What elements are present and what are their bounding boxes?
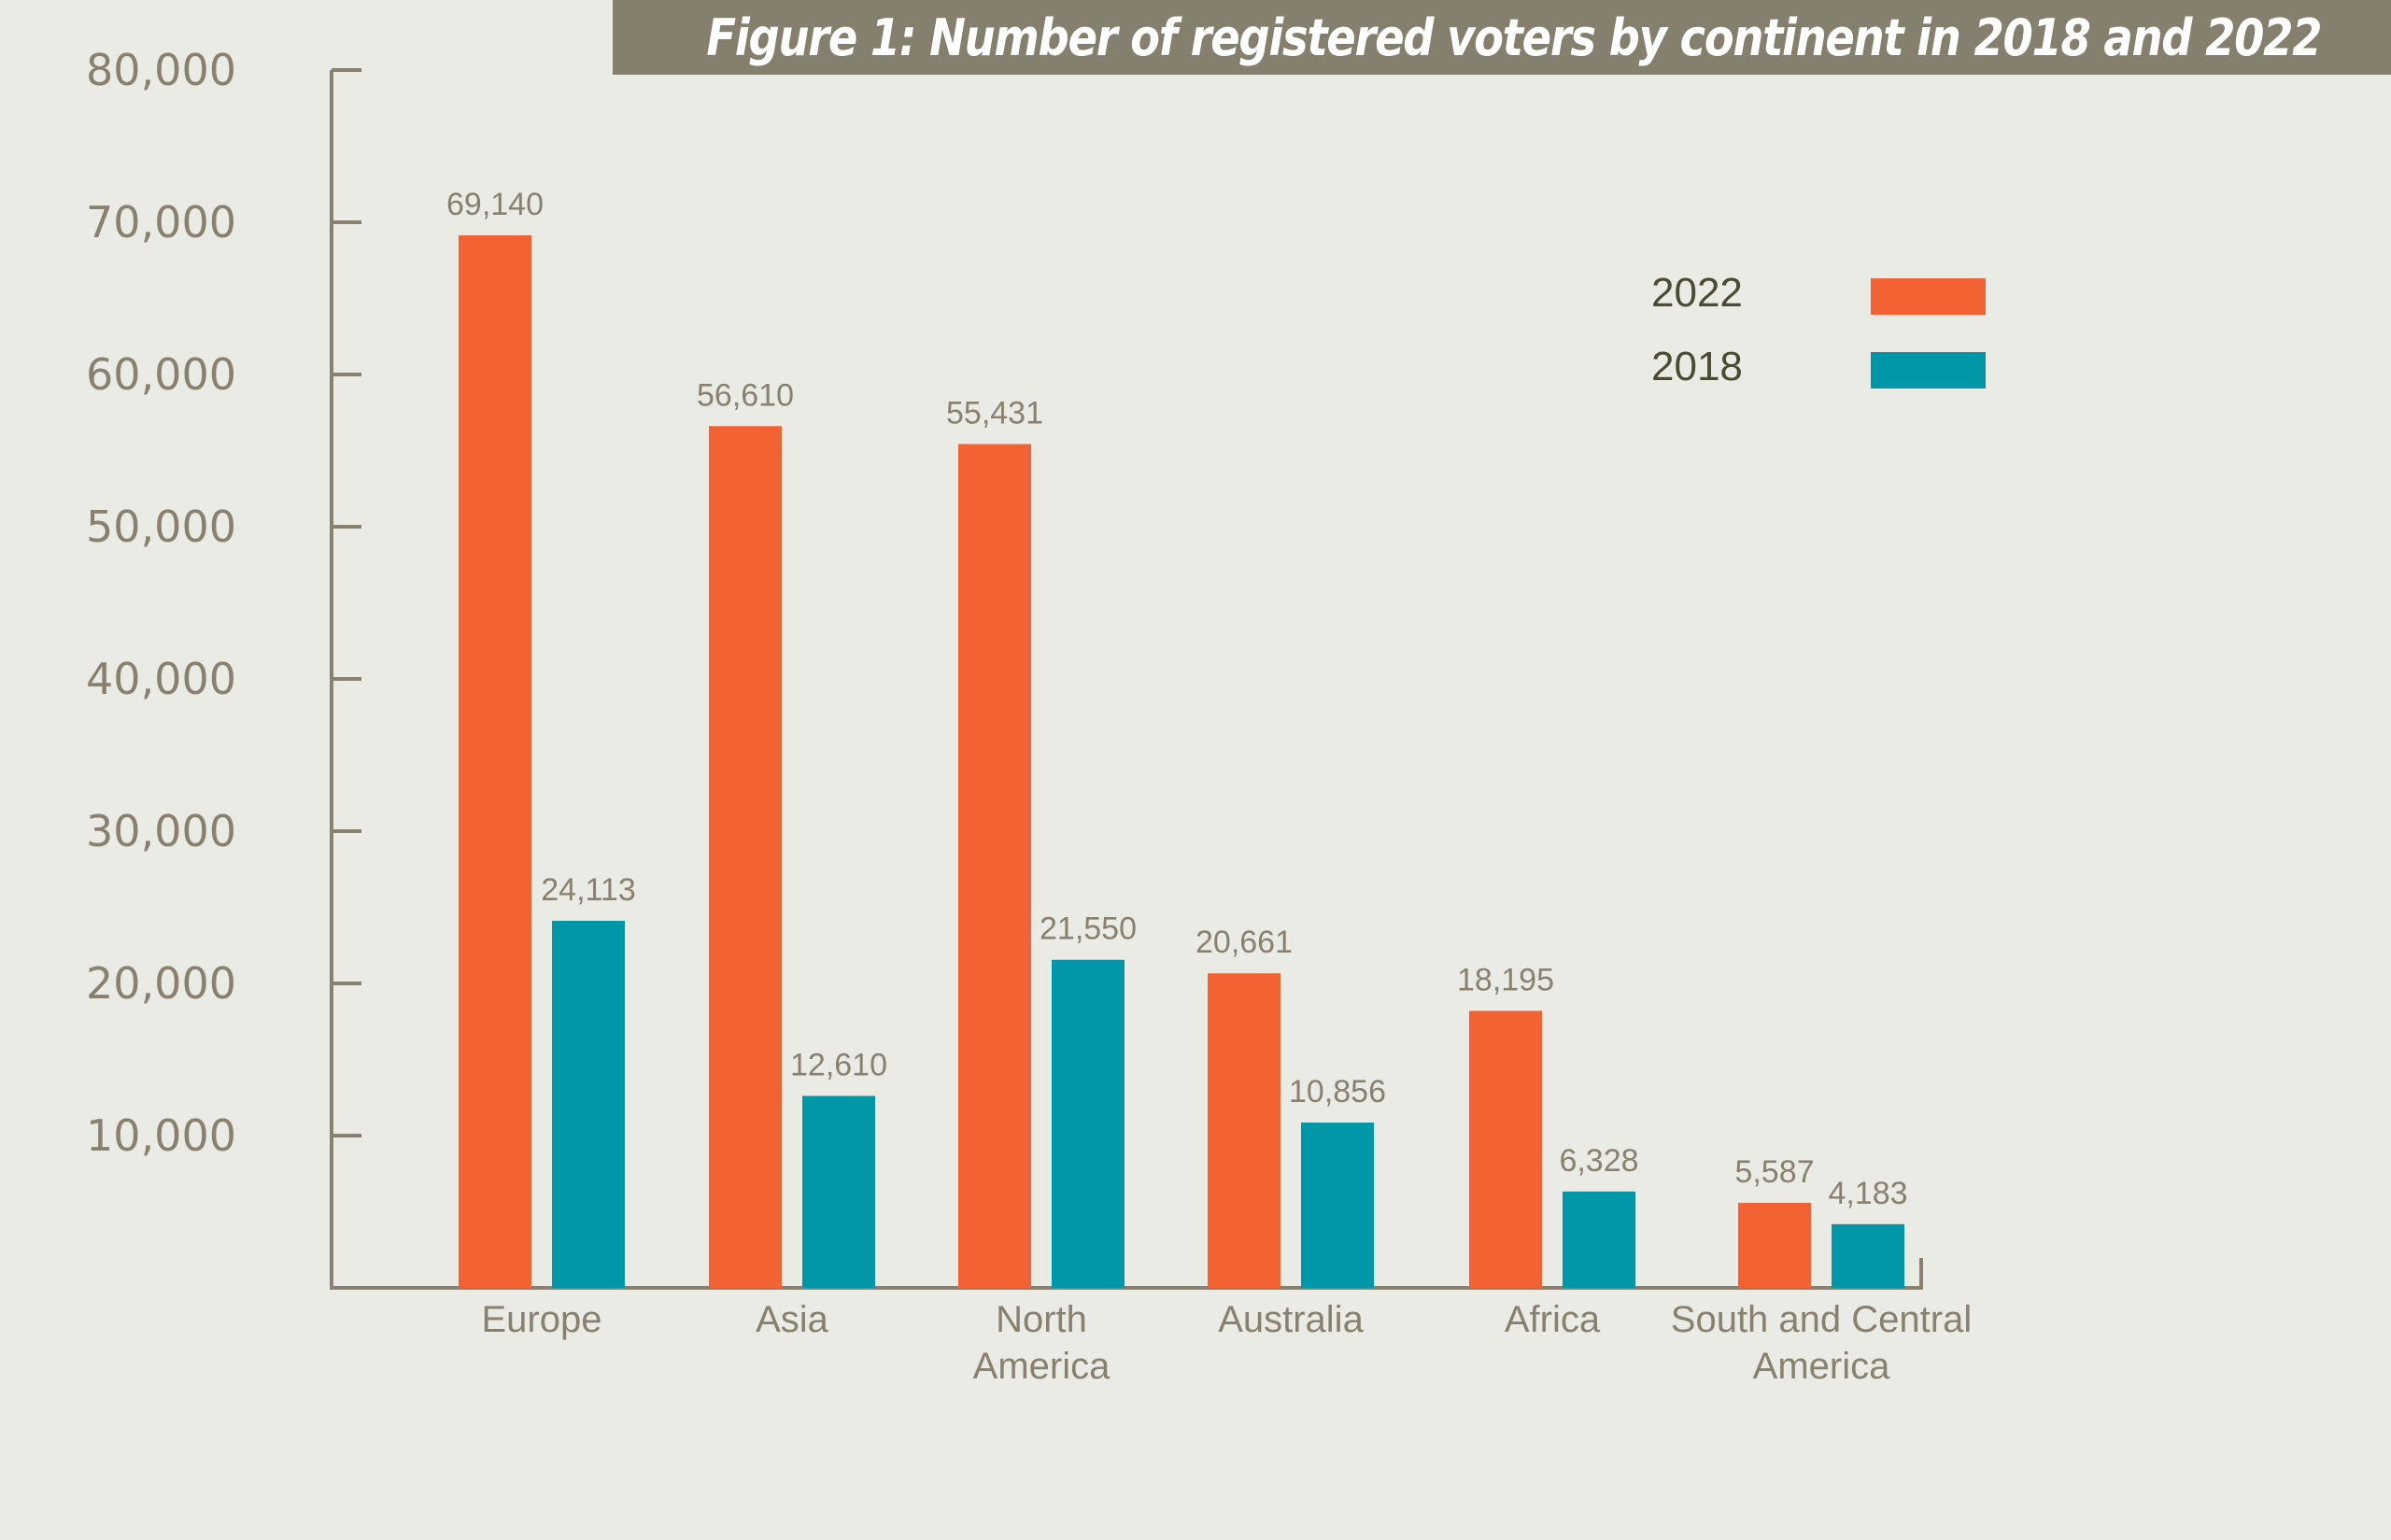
category-label: North America xyxy=(973,1299,1111,1387)
value-label-2018: 4,183 xyxy=(1828,1176,1907,1211)
value-label-2022: 5,587 xyxy=(1734,1154,1814,1190)
y-tick-label: 30,000 xyxy=(86,806,236,856)
bar-2018 xyxy=(1052,959,1125,1288)
legend-swatch xyxy=(1871,278,1986,315)
bars xyxy=(459,235,1904,1289)
category-label-line: South and Central xyxy=(1671,1299,1972,1340)
y-tick-label: 60,000 xyxy=(86,349,236,400)
value-label-2022: 55,431 xyxy=(946,395,1043,431)
legend: 2022 2018 xyxy=(1651,270,1986,389)
value-label-2018: 21,550 xyxy=(1040,911,1137,947)
chart-title: Figure 1: Number of registered voters by… xyxy=(706,7,2322,67)
bar-2022 xyxy=(958,444,1031,1288)
y-tick-label: 20,000 xyxy=(86,958,236,1009)
legend-swatch xyxy=(1871,352,1986,389)
bar-2022 xyxy=(1208,973,1280,1288)
bar-2022 xyxy=(1738,1202,1811,1288)
category-label: Europe xyxy=(482,1299,602,1340)
y-tick-label: 10,000 xyxy=(86,1110,236,1161)
category-label-line: Europe xyxy=(482,1299,602,1340)
legend-label: 2022 xyxy=(1651,270,1743,316)
y-axis-ticks: 10,000 20,000 30,000 40,000 50,000 60,000 70,0… xyxy=(86,45,361,1161)
bar-2018 xyxy=(802,1095,875,1288)
legend-label: 2018 xyxy=(1651,344,1743,389)
value-label-2022: 18,195 xyxy=(1457,962,1554,997)
y-tick-label: 50,000 xyxy=(86,502,236,552)
y-tick-label: 70,000 xyxy=(86,197,236,247)
bar-2018 xyxy=(552,920,625,1288)
category-label-line: Africa xyxy=(1505,1299,1601,1340)
category-label: Africa xyxy=(1505,1299,1601,1340)
title-banner: Figure 1: Number of registered voters by… xyxy=(613,0,2391,75)
category-label-line: North xyxy=(996,1299,1087,1340)
y-tick-label: 80,000 xyxy=(86,45,236,95)
category-label-line: America xyxy=(973,1346,1111,1387)
bar-2022 xyxy=(459,235,531,1288)
value-label-2022: 56,610 xyxy=(697,377,794,413)
y-tick-label: 40,000 xyxy=(86,654,236,704)
value-label-2018: 12,610 xyxy=(790,1047,887,1082)
bar-2018 xyxy=(1563,1191,1635,1288)
category-label-line: Australia xyxy=(1218,1299,1364,1340)
category-label: Australia xyxy=(1218,1299,1364,1340)
category-label-line: America xyxy=(1753,1346,1890,1387)
value-labels: 69,140 56,610 55,431 20,661 18,195 5,587 24,11… xyxy=(446,187,1908,1211)
category-labels: Europe Asia North America Australia Africa Sou… xyxy=(482,1299,1973,1387)
bar-2022 xyxy=(709,426,782,1289)
bar-2018 xyxy=(1832,1223,1904,1288)
bar-2018 xyxy=(1301,1123,1374,1288)
category-label: Asia xyxy=(756,1299,829,1340)
value-label-2018: 6,328 xyxy=(1559,1143,1638,1179)
value-label-2018: 10,856 xyxy=(1289,1074,1386,1109)
value-label-2022: 20,661 xyxy=(1196,925,1293,960)
category-label-line: Asia xyxy=(756,1299,829,1340)
bar-2022 xyxy=(1469,1010,1542,1288)
value-label-2018: 24,113 xyxy=(541,872,635,908)
value-label-2022: 69,140 xyxy=(446,187,544,222)
category-label: South and Central America xyxy=(1671,1299,1972,1387)
